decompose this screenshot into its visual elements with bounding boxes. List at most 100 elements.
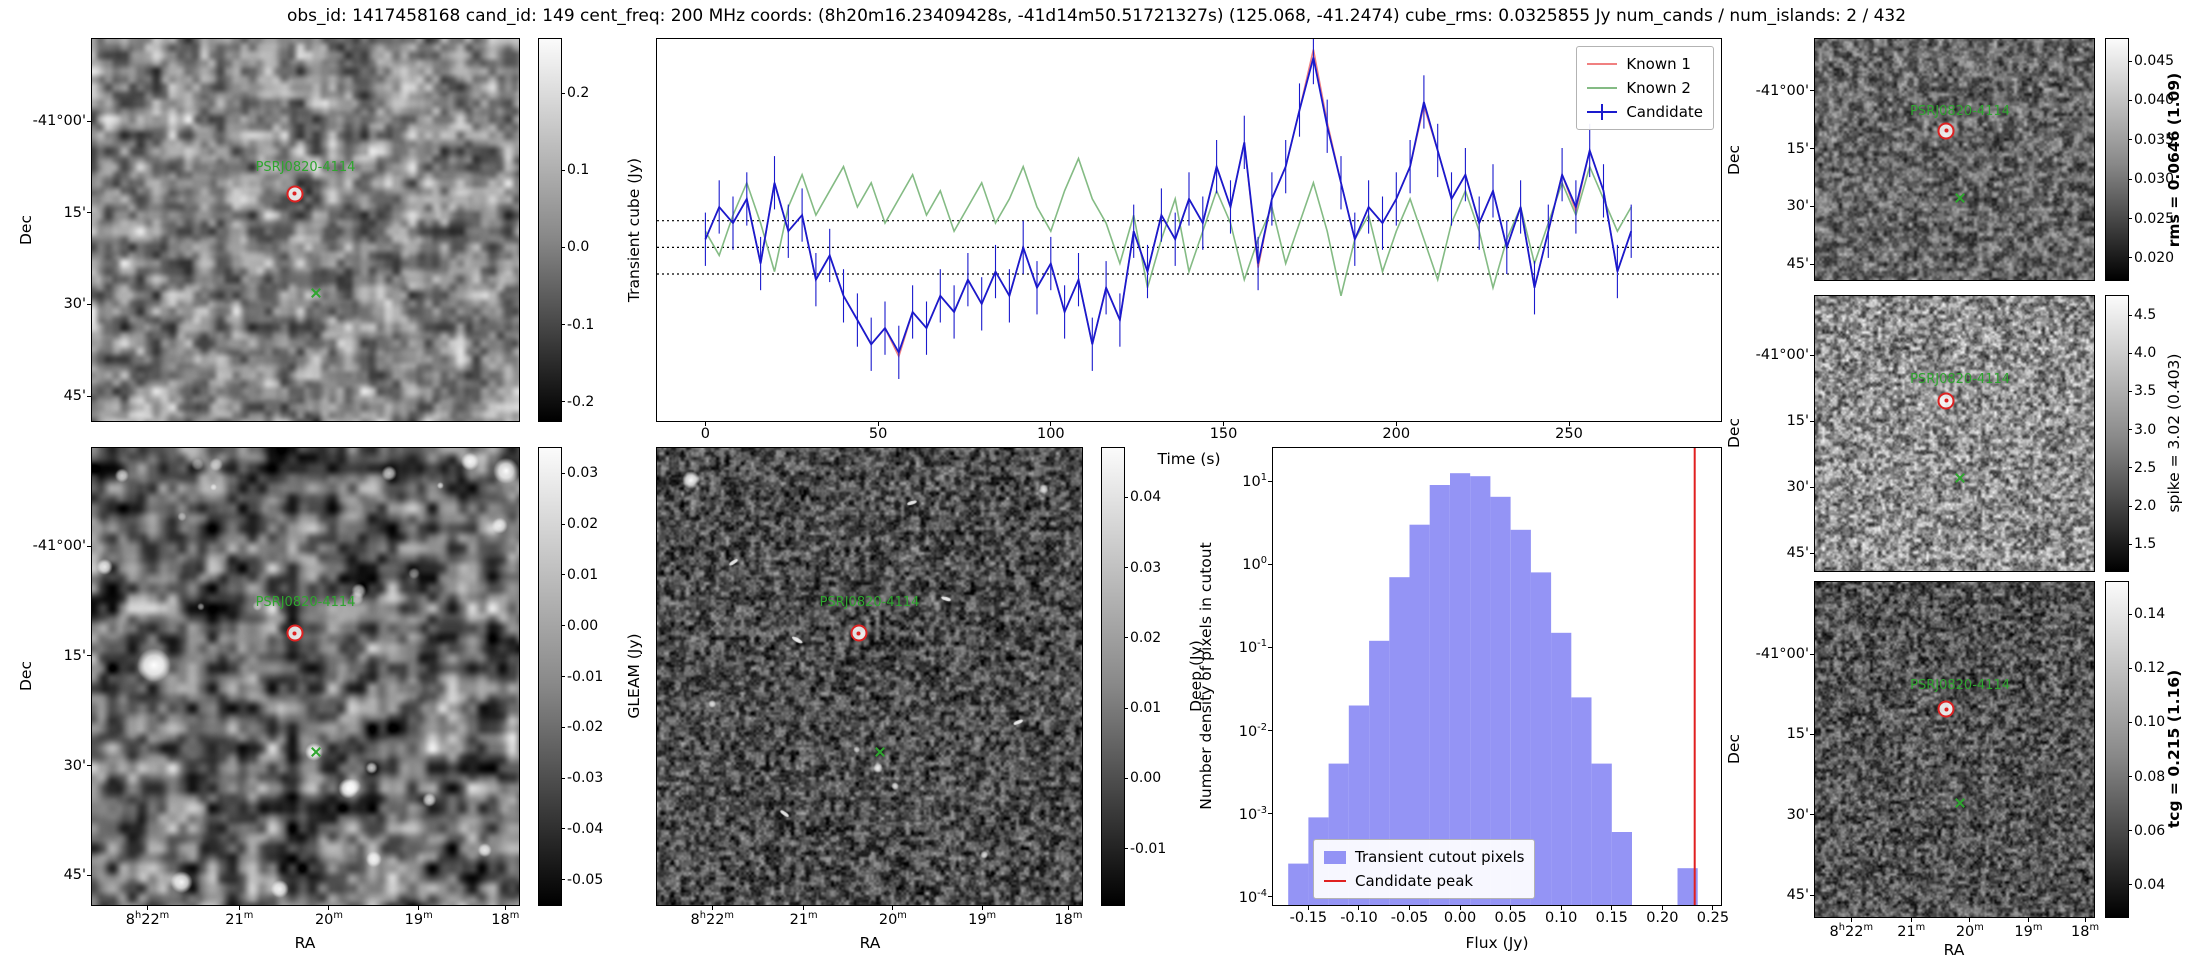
y-tick-label: 10-3 xyxy=(1238,804,1267,823)
y-tick-label: 45' xyxy=(1786,256,1809,273)
colorbar-tick-mark xyxy=(2128,218,2132,220)
histogram-patch-sample xyxy=(1324,850,1346,864)
tcg-cutout-panel: PSRJ0820-4114 -41°00' 15' 30' 45' 8h22m 21m 20… xyxy=(1756,581,2099,940)
known2-line xyxy=(704,156,1632,296)
histogram-bar xyxy=(1470,476,1491,905)
colorbar-tick-mark xyxy=(561,472,565,474)
colorbar-tick-label: -0.01 xyxy=(1130,840,1167,857)
x-tick-label: 19m xyxy=(404,910,433,928)
colorbar-tick-mark xyxy=(2128,390,2132,392)
colorbar-tick-label: 0.0 xyxy=(567,239,590,256)
y-tick-mark xyxy=(87,120,92,122)
colorbar-tick-label: 0.045 xyxy=(2134,53,2175,70)
colorbar-tick-label: 0.12 xyxy=(2134,660,2166,677)
colorbar-tick-label: 0.00 xyxy=(567,617,599,634)
colorbar-tick-mark xyxy=(561,625,565,627)
y-tick-label: 15' xyxy=(63,647,86,664)
colorbar-tick-label: 0.030 xyxy=(2134,171,2175,188)
colorbar-tick-mark xyxy=(2128,467,2132,469)
x-tick-label: 0.25 xyxy=(1696,910,1730,926)
known1-line-sample xyxy=(1587,63,1618,65)
source-marker-icon xyxy=(286,185,304,203)
legend-label: Known 1 xyxy=(1626,55,1691,73)
x-tick-mark xyxy=(1969,917,1971,922)
spike-cutout-panel: PSRJ0820-4114 -41°00' 15' 30' 45' xyxy=(1756,295,2095,572)
colorbar-tick-label: 0.08 xyxy=(2134,768,2166,785)
y-tick-mark xyxy=(1810,90,1815,92)
y-tick-label: 10-4 xyxy=(1238,887,1267,906)
histogram-bar xyxy=(1571,697,1592,905)
x-tick-label: 20m xyxy=(1955,922,1984,940)
cross-marker-icon xyxy=(1954,797,1966,809)
gleam-cutout-image xyxy=(92,448,519,905)
y-tick-label: -41°00' xyxy=(32,538,86,555)
legend-label: Candidate xyxy=(1626,103,1703,121)
x-tick-label: 21m xyxy=(225,910,254,928)
y-tick-mark xyxy=(1268,646,1273,648)
colorbar-tick-label: 0.01 xyxy=(567,566,599,583)
y-tick-mark xyxy=(1810,653,1815,655)
rms-cutout-image xyxy=(1815,39,2094,280)
colorbar-tick-mark xyxy=(2128,776,2132,778)
x-tick-mark xyxy=(1358,905,1360,910)
x-tick-mark xyxy=(1661,905,1663,910)
colorbar-tick-label: 0.025 xyxy=(2134,210,2175,227)
histogram-bar xyxy=(1611,832,1632,905)
x-tick-mark xyxy=(2027,917,2029,922)
gleam-colorbar-label: GLEAM (Jy) xyxy=(625,633,643,719)
colorbar-tick-mark xyxy=(561,828,565,830)
colorbar-tick-label: 4.0 xyxy=(2134,345,2157,362)
x-tick-mark xyxy=(1850,917,1852,922)
x-tick-label: 0 xyxy=(700,426,710,442)
colorbar-tick-mark xyxy=(561,574,565,576)
y-tick-mark xyxy=(1810,148,1815,150)
histogram-bar xyxy=(1450,473,1471,905)
source-marker-icon xyxy=(286,624,304,642)
colorbar-tick-mark xyxy=(2128,830,2132,832)
y-tick-mark xyxy=(1268,730,1273,731)
tcg-cutout-image xyxy=(1815,582,2094,917)
colorbar-tick-mark xyxy=(2128,613,2132,615)
x-tick-mark xyxy=(1050,421,1052,426)
x-tick-label: 8h22m xyxy=(125,910,170,928)
rms-colorbar: 0.045 0.040 0.035 0.030 0.025 0.020 xyxy=(2105,38,2174,281)
spike-colorbar: 4.5 4.0 3.5 3.0 2.5 2.0 1.5 xyxy=(2105,295,2156,572)
y-tick-mark xyxy=(87,765,92,767)
colorbar-tick-mark xyxy=(561,726,565,728)
source-marker-icon xyxy=(850,624,868,642)
errorbar-glyph xyxy=(1601,104,1604,120)
y-tick-label: 30' xyxy=(63,757,86,774)
colorbar-tick-label: 0.02 xyxy=(567,516,599,533)
y-tick-label: 15' xyxy=(1786,140,1809,157)
colorbar-tick-mark xyxy=(2128,257,2132,259)
y-tick-mark xyxy=(1268,813,1273,815)
x-tick-mark xyxy=(1067,905,1069,910)
colorbar-tick-label: 2.0 xyxy=(2134,498,2157,515)
y-tick-label: -41°00' xyxy=(1755,646,1809,663)
colorbar-tick-mark xyxy=(2128,139,2132,141)
colorbar-tick-label: 3.5 xyxy=(2134,383,2157,400)
x-tick-mark xyxy=(418,905,420,910)
cross-marker-icon xyxy=(874,746,886,758)
colorbar-tick-label: 0.10 xyxy=(2134,714,2166,731)
colorbar-tick-label: 4.5 xyxy=(2134,307,2157,324)
x-tick-label: -0.15 xyxy=(1289,910,1328,926)
legend-label: Candidate peak xyxy=(1355,872,1474,890)
y-tick-label: 15' xyxy=(1786,726,1809,743)
colorbar-tick-label: 0.2 xyxy=(567,85,590,102)
x-tick-mark xyxy=(1223,421,1225,426)
colorbar-tick-mark xyxy=(2128,505,2132,507)
source-marker-icon xyxy=(1937,392,1955,409)
colorbar-tick-mark xyxy=(2128,314,2132,316)
colorbar-tick-mark xyxy=(2128,721,2132,723)
colorbar-tick-mark xyxy=(2128,543,2132,545)
source-marker-icon xyxy=(1937,122,1955,140)
x-tick-label: 0.20 xyxy=(1646,910,1679,926)
cross-marker-icon xyxy=(310,746,322,758)
histogram-bar xyxy=(1591,763,1612,905)
histogram-bar xyxy=(1510,529,1531,905)
x-tick-mark xyxy=(892,905,894,910)
colorbar-tick-mark xyxy=(561,246,565,248)
transient-colorbar: 0.2 0.1 0.0 -0.1 -0.2 xyxy=(538,38,594,422)
colorbar-tick-label: 0.1 xyxy=(567,162,590,179)
